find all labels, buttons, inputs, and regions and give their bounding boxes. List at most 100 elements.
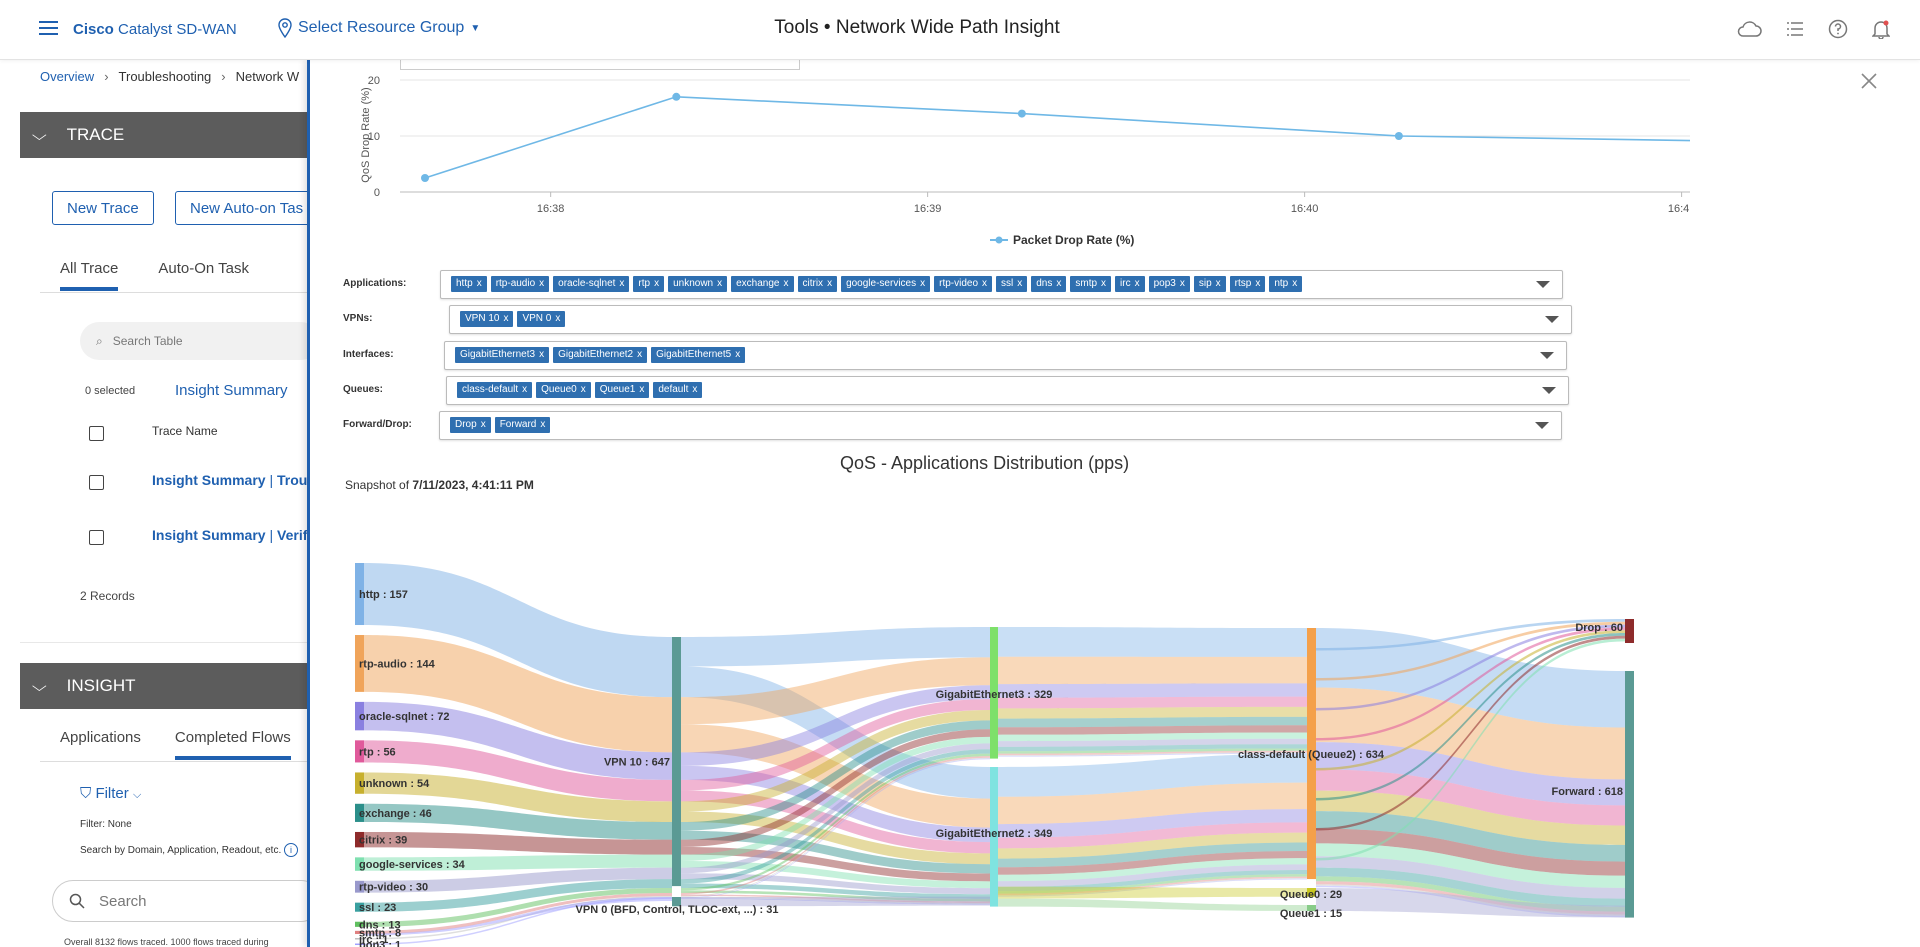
sankey-node — [990, 767, 998, 907]
chip-remove-icon[interactable]: x — [827, 278, 833, 289]
filter-button[interactable]: ⛉ Filter ⌵ — [80, 785, 142, 802]
filter-chip[interactable]: rtp-video x — [934, 276, 993, 292]
chip-remove-icon[interactable]: x — [476, 278, 482, 289]
info-icon[interactable]: i — [284, 843, 299, 857]
filter-chip[interactable]: http x — [451, 276, 487, 292]
filter-chip[interactable]: ssl x — [996, 276, 1028, 292]
filter-chip[interactable]: ntp x — [1269, 276, 1303, 292]
chart-legend[interactable]: Packet Drop Rate (%) — [990, 233, 1134, 247]
tab-completed-flows[interactable]: Completed Flows — [174, 729, 291, 760]
filter-dropdown[interactable]: class-default x Queue0 x Queue1 x default x — [446, 376, 1569, 405]
filter-chip[interactable]: unknown x — [668, 276, 728, 292]
flows-search-input[interactable]: Search — [52, 880, 310, 922]
chip-remove-icon[interactable]: x — [1134, 278, 1140, 289]
chip-remove-icon[interactable]: x — [783, 278, 789, 289]
trace-section-header[interactable]: ⌵ TRACE — [20, 112, 310, 158]
filter-chip[interactable]: oracle-sqlnet x — [553, 276, 630, 292]
new-auto-on-task-button[interactable]: New Auto-on Tas — [175, 191, 310, 225]
filter-chip[interactable]: class-default x — [457, 382, 533, 398]
chip-remove-icon[interactable]: x — [539, 278, 545, 289]
filter-chip[interactable]: irc x — [1115, 276, 1145, 292]
filter-chip[interactable]: sip x — [1193, 276, 1226, 292]
chip-remove-icon[interactable]: x — [1215, 278, 1221, 289]
chip-remove-icon[interactable]: x — [639, 384, 645, 395]
row-checkbox[interactable] — [89, 475, 104, 490]
bell-icon[interactable] — [1872, 19, 1890, 39]
filter-chip[interactable]: exchange x — [731, 276, 794, 292]
chip-remove-icon[interactable]: x — [982, 278, 988, 289]
help-icon[interactable] — [1828, 19, 1848, 39]
chip-remove-icon[interactable]: x — [1255, 278, 1261, 289]
table-row[interactable]: Insight Summary | Verify — [152, 527, 310, 543]
chip-remove-icon[interactable]: x — [692, 384, 698, 395]
select-all-checkbox[interactable] — [89, 426, 104, 441]
chip-remove-icon[interactable]: x — [503, 313, 509, 324]
insight-summary-link[interactable]: Insight Summary — [175, 382, 288, 399]
caret-down-icon[interactable] — [1540, 352, 1554, 359]
chip-remove-icon[interactable]: x — [1292, 278, 1298, 289]
chip-remove-icon[interactable]: x — [480, 419, 486, 430]
filter-chip[interactable]: citrix x — [797, 276, 838, 292]
row-checkbox[interactable] — [89, 530, 104, 545]
resource-group-selector[interactable]: Select Resource Group ▼ — [278, 18, 480, 38]
filter-chip[interactable]: rtp-audio x — [490, 276, 550, 292]
filter-chip[interactable]: default x — [653, 382, 703, 398]
chip-remove-icon[interactable]: x — [1017, 278, 1023, 289]
close-icon[interactable] — [1860, 72, 1878, 90]
tab-applications[interactable]: Applications — [60, 729, 141, 746]
filter-chip[interactable]: GigabitEthernet3 x — [455, 347, 550, 363]
snapshot-text: Snapshot of 7/11/2023, 4:41:11 PM — [345, 478, 534, 492]
sankey-link — [1316, 630, 1625, 771]
chip-remove-icon[interactable]: x — [735, 349, 741, 360]
filter-chip[interactable]: VPN 10 x — [460, 311, 514, 327]
filter-dropdown[interactable]: Drop x Forward x — [439, 411, 1562, 440]
filter-chip[interactable]: rtp x — [633, 276, 665, 292]
sankey-link — [998, 744, 1307, 752]
chip-remove-icon[interactable]: x — [555, 313, 561, 324]
caret-down-icon[interactable] — [1545, 316, 1559, 323]
breadcrumb-troubleshooting[interactable]: Troubleshooting — [118, 69, 212, 84]
chip-remove-icon[interactable]: x — [619, 278, 625, 289]
breadcrumb-overview[interactable]: Overview — [40, 69, 95, 84]
menu-icon[interactable] — [39, 21, 58, 37]
caret-down-icon[interactable] — [1536, 281, 1550, 288]
caret-down-icon[interactable] — [1542, 387, 1556, 394]
chip-remove-icon[interactable]: x — [654, 278, 660, 289]
filter-chip[interactable]: dns x — [1031, 276, 1067, 292]
caret-down-icon[interactable] — [1535, 422, 1549, 429]
filter-chip[interactable]: GigabitEthernet5 x — [651, 347, 746, 363]
list-icon[interactable] — [1786, 21, 1804, 37]
chip-remove-icon[interactable]: x — [1179, 278, 1185, 289]
chip-remove-icon[interactable]: x — [637, 349, 643, 360]
sankey-link — [1316, 811, 1625, 862]
filter-dropdown[interactable]: GigabitEthernet3 x GigabitEthernet2 x Gigabi… — [444, 341, 1567, 370]
filter-chip[interactable]: smtp x — [1070, 276, 1112, 292]
filter-chip[interactable]: google-services x — [841, 276, 931, 292]
chip-remove-icon[interactable]: x — [1101, 278, 1107, 289]
chip-remove-icon[interactable]: x — [717, 278, 723, 289]
trace-search-input[interactable]: ⌕ Search Table — [80, 322, 310, 360]
cloud-icon[interactable] — [1736, 20, 1762, 38]
chip-remove-icon[interactable]: x — [920, 278, 926, 289]
chip-remove-icon[interactable]: x — [1056, 278, 1062, 289]
filter-chip[interactable]: pop3 x — [1148, 276, 1190, 292]
insight-section-header[interactable]: ⌵ INSIGHT — [20, 663, 310, 709]
filter-dropdown[interactable]: http x rtp-audio x oracle-sqlnet x rtp x unknown… — [440, 270, 1563, 299]
filter-chip[interactable]: Forward x — [494, 417, 551, 433]
filter-chip[interactable]: Queue1 x — [594, 382, 650, 398]
chip-remove-icon[interactable]: x — [540, 419, 546, 430]
filter-chip[interactable]: Drop x — [450, 417, 491, 433]
table-row[interactable]: Insight Summary | Troubl — [152, 472, 310, 488]
filter-chip[interactable]: rtsp x — [1229, 276, 1266, 292]
filter-chip[interactable]: GigabitEthernet2 x — [553, 347, 648, 363]
chip-remove-icon[interactable]: x — [580, 384, 586, 395]
filter-chip[interactable]: Queue0 x — [536, 382, 591, 398]
new-trace-button[interactable]: New Trace — [52, 191, 154, 225]
chip-remove-icon[interactable]: x — [522, 384, 528, 395]
tab-auto-on-task[interactable]: Auto-On Task — [158, 260, 249, 277]
tab-all-trace[interactable]: All Trace — [60, 260, 119, 291]
node-label: unknown : 54 — [359, 778, 430, 790]
chip-remove-icon[interactable]: x — [539, 349, 545, 360]
